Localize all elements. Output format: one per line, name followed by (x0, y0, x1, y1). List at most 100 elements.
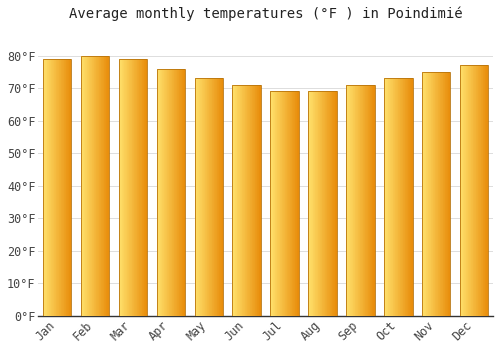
Bar (53, 59, 54, 316)
Bar (130, 59, 131, 316)
Bar (358, 85, 359, 316)
Bar (430, 72, 431, 316)
Bar (411, 78, 412, 316)
Bar (274, 91, 276, 316)
Bar (103, 56, 104, 316)
Bar (54, 59, 55, 316)
Bar (68, 59, 70, 316)
Bar (388, 78, 389, 316)
Bar (346, 85, 347, 316)
Bar (175, 69, 176, 316)
Bar (67, 59, 68, 316)
Bar (294, 91, 296, 316)
Bar (354, 85, 356, 316)
Bar (132, 59, 133, 316)
Bar (166, 69, 168, 316)
Bar (356, 85, 357, 316)
Bar (107, 56, 108, 316)
Bar (218, 78, 220, 316)
Bar (119, 59, 147, 316)
Bar (410, 78, 411, 316)
Bar (134, 59, 135, 316)
Bar (241, 85, 242, 316)
Bar (327, 91, 328, 316)
Bar (162, 69, 163, 316)
Bar (440, 72, 441, 316)
Bar (96, 56, 97, 316)
Bar (249, 85, 250, 316)
Bar (409, 78, 410, 316)
Bar (221, 78, 222, 316)
Bar (105, 56, 106, 316)
Bar (63, 59, 64, 316)
Bar (44, 59, 45, 316)
Bar (178, 69, 180, 316)
Bar (86, 56, 88, 316)
Bar (373, 85, 374, 316)
Bar (469, 65, 470, 316)
Bar (296, 91, 298, 316)
Bar (252, 85, 253, 316)
Bar (400, 78, 401, 316)
Bar (234, 85, 236, 316)
Bar (478, 65, 479, 316)
Bar (66, 59, 67, 316)
Bar (435, 72, 436, 316)
Bar (291, 91, 292, 316)
Bar (253, 85, 254, 316)
Bar (81, 56, 82, 316)
Bar (331, 91, 332, 316)
Bar (384, 78, 412, 316)
Bar (429, 72, 430, 316)
Bar (360, 85, 361, 316)
Bar (208, 78, 209, 316)
Bar (292, 91, 293, 316)
Bar (290, 91, 291, 316)
Bar (203, 78, 204, 316)
Bar (298, 91, 299, 316)
Bar (145, 59, 146, 316)
Bar (397, 78, 398, 316)
Bar (472, 65, 474, 316)
Bar (401, 78, 402, 316)
Bar (371, 85, 372, 316)
Bar (93, 56, 94, 316)
Bar (220, 78, 221, 316)
Bar (479, 65, 480, 316)
Bar (43, 59, 44, 316)
Bar (329, 91, 330, 316)
Bar (101, 56, 102, 316)
Bar (124, 59, 125, 316)
Bar (280, 91, 281, 316)
Bar (370, 85, 371, 316)
Bar (213, 78, 214, 316)
Bar (210, 78, 211, 316)
Bar (320, 91, 321, 316)
Bar (439, 72, 440, 316)
Bar (250, 85, 251, 316)
Bar (94, 56, 95, 316)
Bar (394, 78, 396, 316)
Bar (289, 91, 290, 316)
Bar (159, 69, 160, 316)
Bar (119, 59, 120, 316)
Bar (386, 78, 387, 316)
Bar (121, 59, 122, 316)
Bar (211, 78, 212, 316)
Bar (141, 59, 142, 316)
Bar (464, 65, 465, 316)
Bar (194, 78, 196, 316)
Bar (480, 65, 481, 316)
Bar (406, 78, 407, 316)
Bar (481, 65, 482, 316)
Bar (232, 85, 233, 316)
Bar (60, 59, 62, 316)
Bar (363, 85, 364, 316)
Bar (104, 56, 105, 316)
Bar (85, 56, 86, 316)
Bar (293, 91, 294, 316)
Bar (232, 85, 261, 316)
Bar (322, 91, 323, 316)
Bar (56, 59, 57, 316)
Bar (97, 56, 98, 316)
